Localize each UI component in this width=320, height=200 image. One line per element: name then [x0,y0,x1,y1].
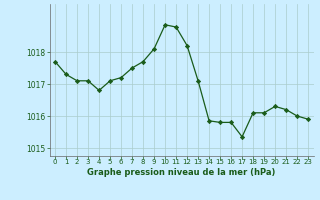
X-axis label: Graphe pression niveau de la mer (hPa): Graphe pression niveau de la mer (hPa) [87,168,276,177]
